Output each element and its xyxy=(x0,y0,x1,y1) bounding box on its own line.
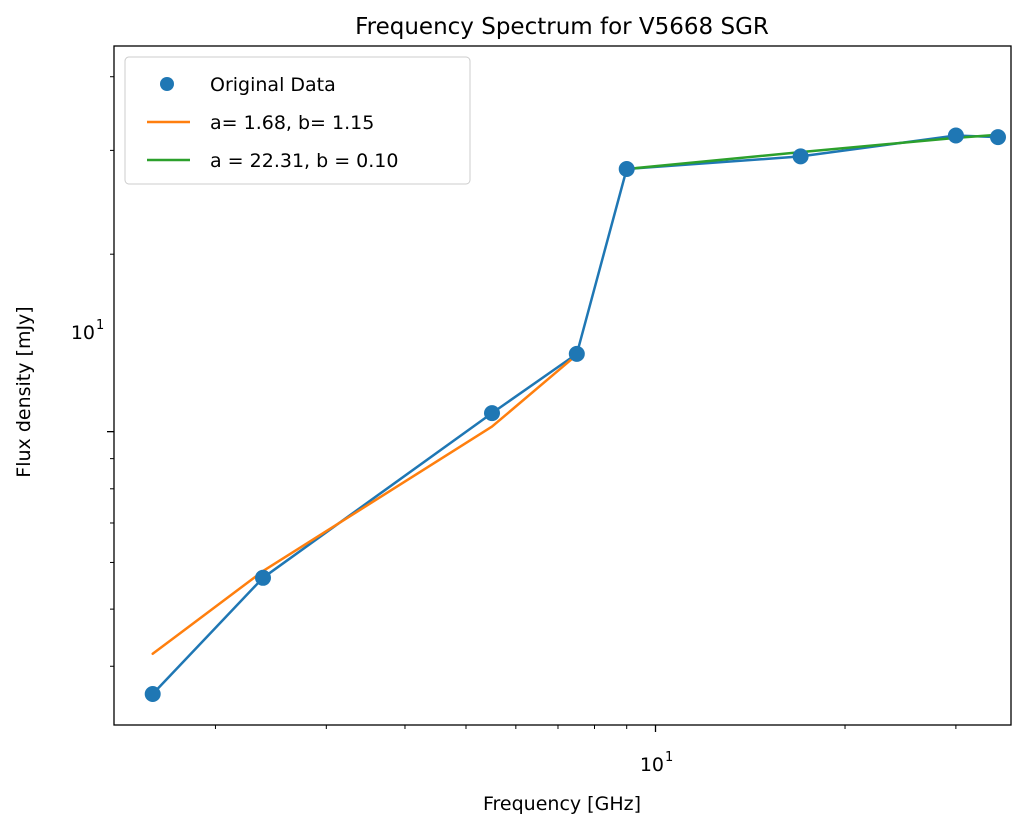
data-point xyxy=(568,345,585,362)
series-a-1-68-b-1-15 xyxy=(151,353,579,656)
y-tick-label-base: 10 xyxy=(71,322,95,344)
legend: Original Data a= 1.68, b= 1.15 a = 22.31… xyxy=(124,56,471,185)
y-major-tick-label: 10 1 xyxy=(71,318,104,344)
data-point xyxy=(484,405,500,422)
legend-marker-original-data xyxy=(160,77,174,91)
data-point xyxy=(990,129,1006,146)
x-major-tick-label: 10 1 xyxy=(640,750,673,776)
data-point xyxy=(255,569,271,586)
data-point xyxy=(144,686,161,702)
y-tick-label-exp: 1 xyxy=(96,318,104,333)
series-line xyxy=(151,134,1000,696)
y-axis-label: Flux density [mJy] xyxy=(13,306,35,477)
plot-frame xyxy=(113,45,1012,726)
legend-label-fit-2: a = 22.31, b = 0.10 xyxy=(210,150,398,172)
series-data-line xyxy=(151,134,1000,696)
x-tick-label-base: 10 xyxy=(640,754,664,776)
series-layer xyxy=(144,127,1006,702)
data-point xyxy=(947,127,964,144)
legend-label-original-data: Original Data xyxy=(210,74,336,96)
data-point xyxy=(618,161,635,177)
series-original-data xyxy=(144,127,1006,702)
series-line xyxy=(151,353,579,656)
chart-title: Frequency Spectrum for V5668 SGR xyxy=(355,14,769,40)
axis-ticks xyxy=(107,76,957,732)
legend-label-fit-1: a= 1.68, b= 1.15 xyxy=(210,112,374,134)
series-a-22-31-b-0-10 xyxy=(625,133,1000,171)
x-axis-label: Frequency [GHz] xyxy=(483,793,641,815)
data-point xyxy=(792,148,809,165)
x-tick-label-exp: 1 xyxy=(665,750,673,765)
legend-box xyxy=(124,56,471,185)
series-line xyxy=(625,133,1000,171)
